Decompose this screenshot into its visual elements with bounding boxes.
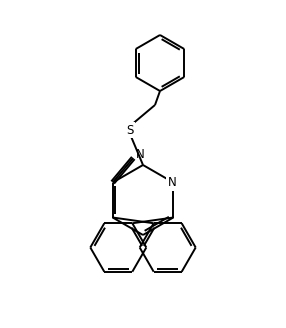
Text: S: S <box>126 124 134 136</box>
Text: N: N <box>168 176 177 189</box>
Text: N: N <box>136 149 145 161</box>
